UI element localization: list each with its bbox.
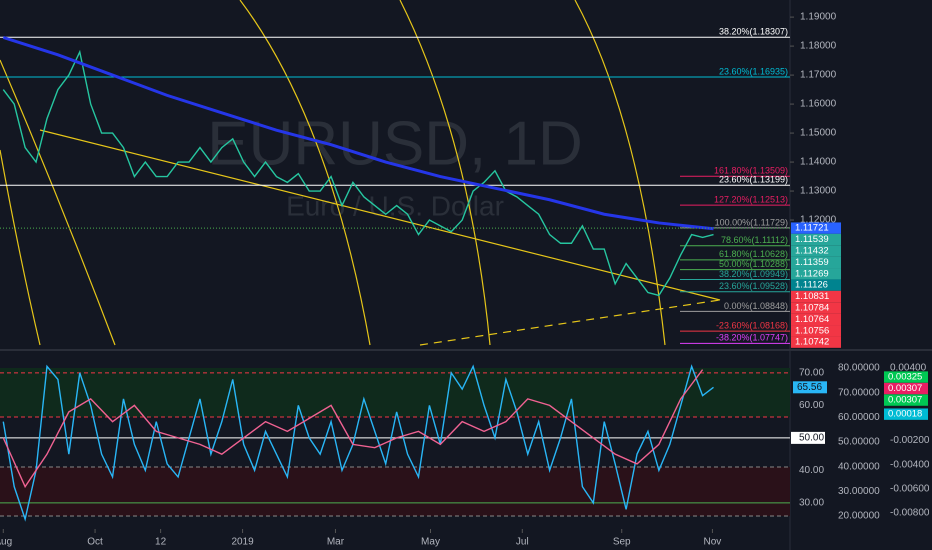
y2-tick-label: 40.00000 (838, 461, 880, 472)
x-tick-label: Oct (87, 537, 103, 548)
fib-label: 100.00%(1.11729) (715, 217, 788, 227)
price-label: 1.10764 (795, 314, 829, 325)
indicator-label: 0.00307 (888, 383, 922, 394)
price-label-box (791, 233, 841, 246)
price-label-box (791, 325, 841, 337)
series-line (2, 49, 714, 297)
y2-tick-label: 60.00000 (838, 412, 880, 423)
y-tick-label: 1.14000 (800, 157, 837, 168)
fib-label: 50.00%(1.10288) (719, 259, 788, 269)
fib-label: 61.80%(1.10628) (719, 249, 788, 259)
current-value-label: 65.56 (797, 382, 822, 393)
y-tick-label: 1.13000 (800, 186, 837, 197)
upper-band (0, 368, 790, 417)
y3-tick-label: -0.00200 (890, 435, 930, 446)
y3-tick-label: -0.00600 (890, 483, 930, 494)
fib-label: -23.60%(1.08168) (716, 321, 788, 331)
price-label-box (791, 256, 841, 269)
price-label: 1.11359 (795, 257, 829, 268)
indicator-label: 0.00018 (888, 409, 922, 420)
arc (574, 0, 666, 346)
y3-tick-label: -0.00800 (890, 508, 930, 519)
price-label-box (791, 268, 841, 280)
price-label: 1.10756 (795, 325, 829, 336)
x-tick-label: Mar (327, 537, 345, 548)
fib-label: 23.60%(1.16935) (719, 66, 788, 76)
y-tick-label: 1.18000 (800, 41, 837, 52)
y-tick-label: 60.00 (799, 400, 824, 411)
y-tick-label: 1.12000 (800, 215, 837, 226)
fib-label: 161.80%(1.13509) (714, 166, 788, 176)
x-tick-label: 2019 (231, 537, 254, 548)
series-line (2, 364, 714, 522)
price-label-box (791, 222, 841, 234)
x-tick-label: May (421, 537, 440, 548)
fib-label: 23.60%(1.13199) (719, 175, 788, 185)
series-line (2, 35, 714, 231)
y-tick-label: 1.16000 (800, 99, 837, 110)
x-tick-label: Nov (704, 537, 722, 548)
fib-label: -38.20%(1.07747) (716, 333, 788, 343)
indicator-box (884, 382, 928, 395)
y2-tick-label: 70.00000 (838, 387, 880, 398)
fib-label: 127.20%(1.12513) (714, 195, 788, 205)
y-tick-label: 70.00 (799, 368, 824, 379)
y-tick-label: 50.00 (799, 433, 824, 444)
price-label: 1.10742 (795, 337, 829, 348)
arc (239, 0, 371, 346)
trend-line (39, 129, 721, 301)
x-tick-label: 12 (155, 537, 167, 548)
fib-label: 38.20%(1.09949) (719, 269, 788, 279)
arc (0, 59, 116, 346)
x-tick-label: Jul (516, 537, 529, 548)
price-label-box (791, 302, 841, 314)
price-label: 1.10831 (795, 291, 829, 302)
lower-band (0, 467, 790, 516)
y2-tick-label: 20.00000 (838, 511, 880, 522)
series-line (2, 369, 704, 489)
price-label-box (791, 290, 841, 303)
price-label-box (791, 336, 841, 348)
y2-tick-label: 80.00000 (838, 363, 880, 374)
watermark-title: EURUSD, 1D (207, 109, 583, 178)
indicator-box (884, 394, 928, 406)
y-tick-label: 40.00 (799, 465, 824, 476)
y3-tick-label: -0.00400 (890, 459, 930, 470)
fib-label: 78.60%(1.11112) (721, 235, 788, 245)
price-label: 1.11539 (795, 234, 829, 245)
price-label: 1.11721 (795, 223, 829, 234)
trend-line (419, 299, 721, 346)
price-label: 1.11126 (795, 280, 828, 291)
indicator-box (884, 371, 928, 383)
y-tick-label: 30.00 (799, 498, 824, 509)
price-label: 1.11269 (795, 268, 829, 279)
price-label: 1.11432 (795, 245, 829, 256)
indicator-box (884, 408, 928, 420)
price-label: 1.10784 (795, 302, 829, 313)
arc (399, 0, 491, 346)
y2-tick-label: 30.00000 (838, 486, 880, 497)
price-label-box (791, 245, 841, 257)
x-tick-label: Aug (0, 537, 12, 548)
x-tick-label: Sep (613, 537, 631, 548)
y-tick-label: 1.15000 (800, 128, 837, 139)
y3-tick-label: 0.00400 (890, 363, 927, 374)
y-tick-label: 1.17000 (800, 70, 837, 81)
price-label-box (791, 313, 841, 326)
fib-label: 23.60%(1.09528) (719, 281, 788, 291)
indicator-label: 0.00325 (888, 372, 922, 383)
gann-arcs (0, 0, 721, 346)
current-value-box (793, 381, 827, 394)
arc (0, 149, 41, 346)
y2-tick-label: 50.00000 (838, 437, 880, 448)
fib-label: 38.20%(1.18307) (719, 27, 788, 37)
fib-label: 0.00%(1.08848) (724, 301, 788, 311)
y-tick-box (791, 431, 825, 444)
price-label-box (791, 279, 841, 291)
indicator-label: 0.00307 (888, 395, 922, 406)
y-tick-label: 1.19000 (800, 12, 837, 23)
